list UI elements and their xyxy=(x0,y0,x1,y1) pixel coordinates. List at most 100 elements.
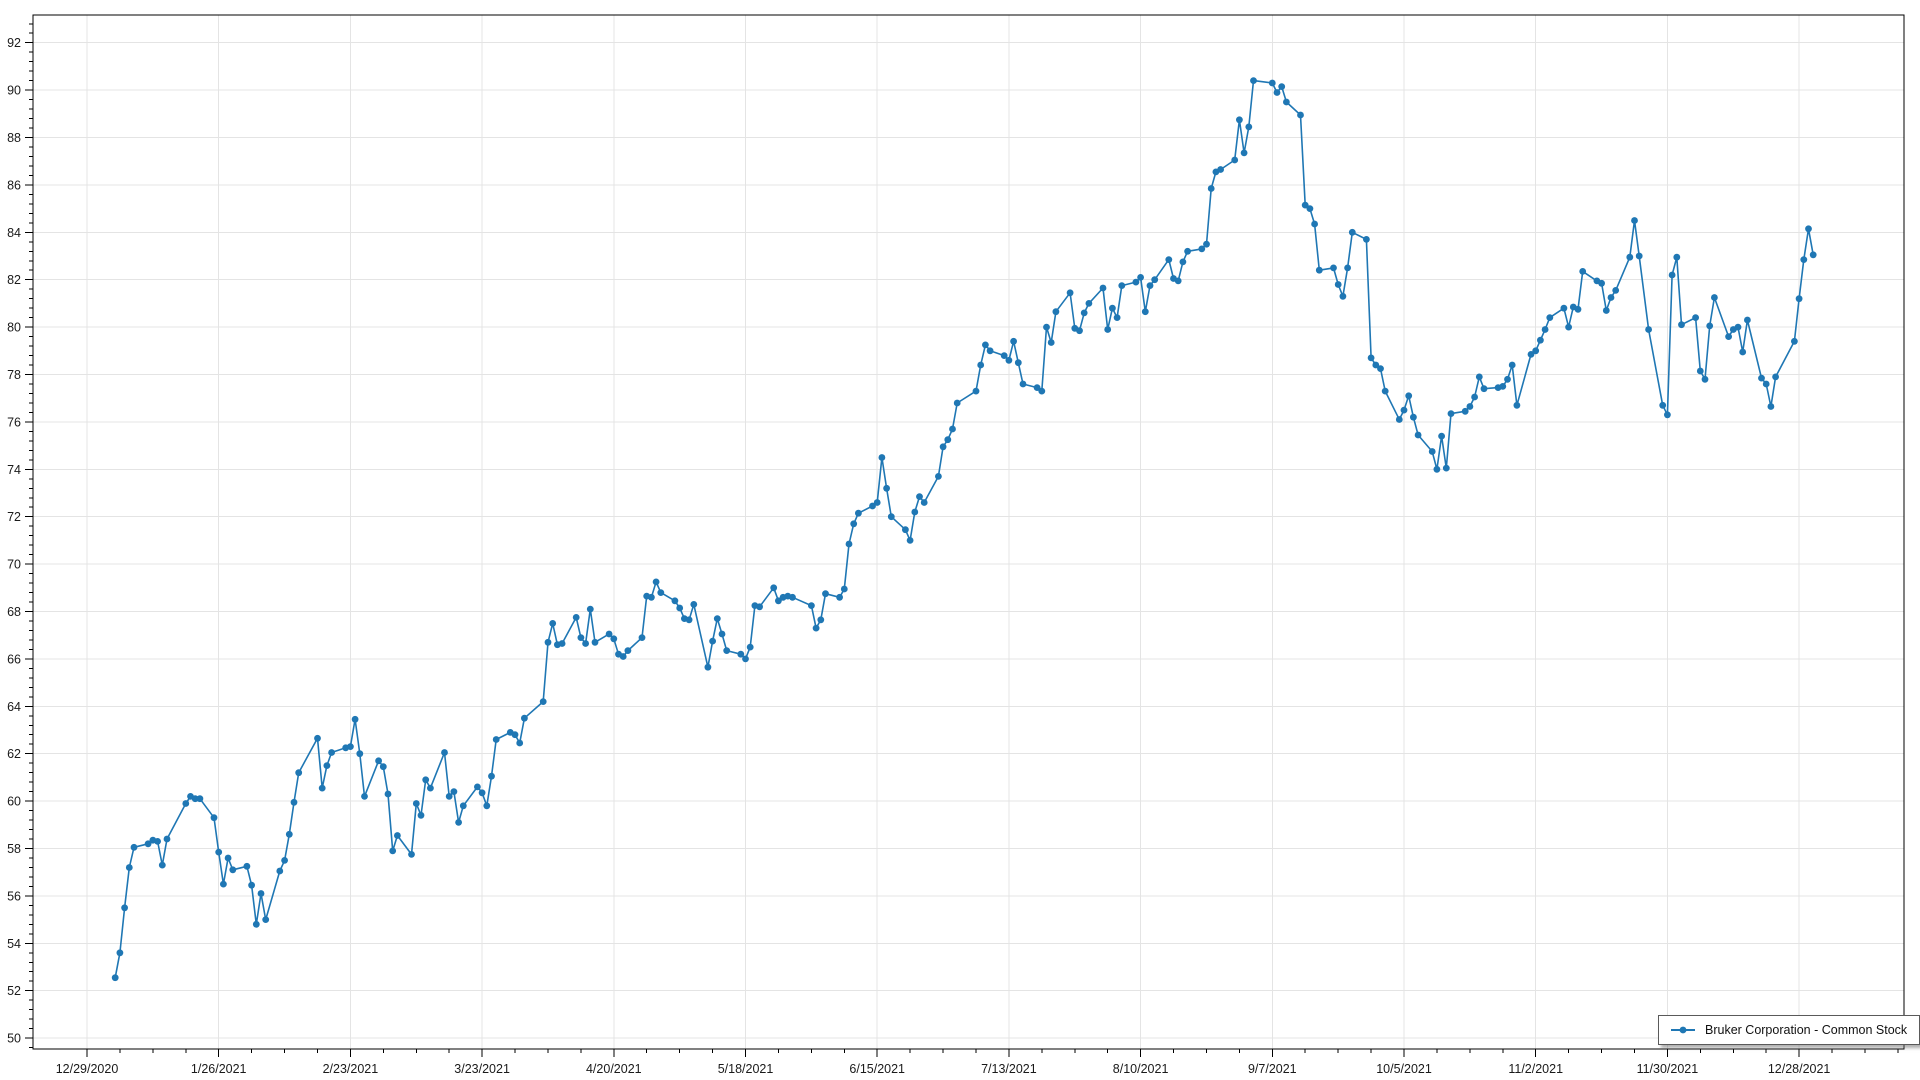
data-point-marker xyxy=(1184,247,1191,255)
data-point-marker xyxy=(492,736,500,743)
data-point-marker xyxy=(949,425,956,433)
y-tick-label: 60 xyxy=(7,795,21,809)
data-point-marker xyxy=(163,835,171,843)
data-point-marker xyxy=(389,847,397,855)
data-point-marker xyxy=(953,399,961,407)
data-point-marker xyxy=(1311,220,1318,228)
data-point-marker xyxy=(1377,365,1384,372)
data-point-marker xyxy=(1363,236,1370,243)
data-point-marker xyxy=(812,624,820,632)
data-point-marker xyxy=(196,795,204,803)
data-point-marker xyxy=(474,783,481,791)
data-point-marker xyxy=(1231,156,1239,164)
y-tick-label: 66 xyxy=(7,652,21,666)
data-point-marker xyxy=(855,509,862,517)
data-point-marker xyxy=(347,743,354,750)
data-point-marker xyxy=(1109,304,1116,312)
data-point-marker xyxy=(1701,375,1709,383)
data-point-marker xyxy=(384,790,392,798)
data-point-marker xyxy=(1372,361,1380,369)
data-point-marker xyxy=(210,814,218,822)
data-point-marker xyxy=(314,734,321,742)
data-point-marker xyxy=(1678,321,1685,329)
data-point-marker xyxy=(1508,361,1516,369)
data-point-marker xyxy=(154,838,162,845)
data-point-marker xyxy=(1250,77,1257,84)
data-point-marker xyxy=(1315,266,1323,274)
data-point-marker xyxy=(1809,251,1817,259)
data-point-marker xyxy=(878,454,886,461)
data-point-marker xyxy=(1038,387,1046,395)
data-point-marker xyxy=(718,630,726,638)
data-point-marker xyxy=(1151,276,1159,284)
data-point-marker xyxy=(1659,401,1667,409)
x-tick-label: 1/26/2021 xyxy=(191,1062,247,1076)
x-tick-label: 12/29/2020 xyxy=(56,1062,119,1076)
data-point-marker xyxy=(873,499,881,506)
data-point-marker xyxy=(130,843,138,851)
data-point-marker xyxy=(262,916,270,923)
y-tick-label: 82 xyxy=(7,273,21,287)
data-point-marker xyxy=(572,614,580,621)
data-point-marker xyxy=(1381,387,1389,395)
data-point-marker xyxy=(379,763,387,771)
data-point-marker xyxy=(1612,287,1620,294)
data-point-marker xyxy=(1198,245,1206,253)
data-point-marker xyxy=(1744,316,1751,324)
data-point-marker xyxy=(822,590,829,598)
data-point-marker xyxy=(1668,271,1676,279)
data-point-marker xyxy=(1664,411,1671,419)
y-tick-label: 52 xyxy=(7,984,21,998)
x-tick-label: 10/5/2021 xyxy=(1376,1062,1432,1076)
data-point-marker xyxy=(845,540,853,548)
gridlines xyxy=(33,15,1904,1049)
y-axis-labels: 50 52 54 56 58 60 62 64 66 68 70 72 74 76 78 80 82 84 86 88… xyxy=(7,36,21,1045)
y-tick-label: 72 xyxy=(7,510,21,524)
data-point-marker xyxy=(671,597,679,605)
data-point-marker xyxy=(229,866,237,874)
data-point-marker xyxy=(1433,465,1441,473)
y-tick-label: 76 xyxy=(7,415,21,429)
y-tick-label: 56 xyxy=(7,889,21,903)
data-point-marker xyxy=(1499,383,1507,390)
data-point-marker xyxy=(459,802,467,810)
data-point-marker xyxy=(558,640,566,647)
x-tick-label: 4/20/2021 xyxy=(586,1062,642,1076)
data-point-marker xyxy=(1118,282,1126,289)
data-point-marker xyxy=(1306,205,1314,213)
data-point-marker xyxy=(417,811,425,819)
data-point-marker xyxy=(1146,282,1154,289)
data-point-marker xyxy=(1767,403,1775,410)
data-point-marker xyxy=(257,890,265,897)
data-point-marker xyxy=(746,643,754,651)
data-point-marker xyxy=(1739,348,1747,356)
data-point-marker xyxy=(1541,326,1549,333)
data-point-marker xyxy=(351,715,359,723)
data-point-marker xyxy=(972,387,980,395)
data-point-marker xyxy=(577,634,585,641)
data-point-marker xyxy=(1301,201,1309,209)
data-point-marker xyxy=(356,750,364,758)
data-point-marker xyxy=(1758,374,1765,382)
data-point-marker xyxy=(1471,393,1478,401)
data-point-marker xyxy=(394,832,401,839)
data-point-marker xyxy=(1052,308,1060,316)
data-point-marker xyxy=(610,635,618,643)
data-point-marker xyxy=(1725,333,1732,340)
data-point-marker xyxy=(1696,367,1704,375)
data-point-marker xyxy=(488,772,495,780)
data-point-marker xyxy=(1076,327,1083,335)
data-point-marker xyxy=(619,653,627,660)
data-point-marker xyxy=(1367,354,1375,362)
data-point-marker xyxy=(836,593,843,601)
data-point-marker xyxy=(441,749,448,756)
x-tick-label: 3/23/2021 xyxy=(454,1062,510,1076)
data-point-marker xyxy=(220,880,227,888)
data-point-marker xyxy=(1442,464,1450,472)
data-point-marker xyxy=(1438,432,1445,440)
x-tick-label: 9/7/2021 xyxy=(1248,1062,1297,1076)
data-point-marker xyxy=(638,634,646,641)
legend[interactable]: Bruker Corporation - Common Stock xyxy=(1658,1015,1920,1045)
x-tick-label: 8/10/2021 xyxy=(1113,1062,1169,1076)
